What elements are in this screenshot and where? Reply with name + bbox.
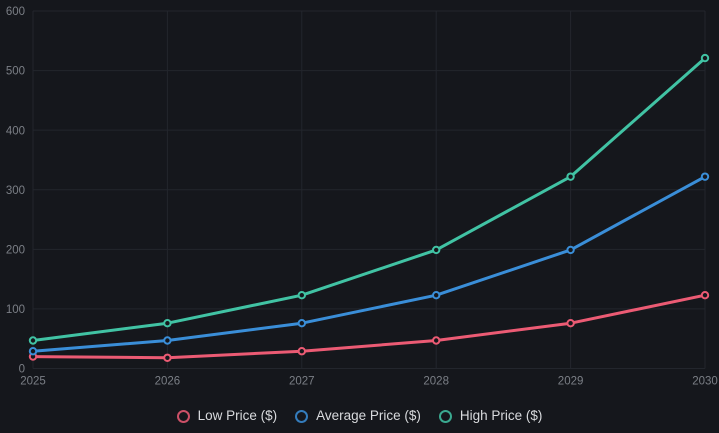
legend-marker-icon bbox=[438, 409, 452, 423]
legend-item-low-price[interactable]: Low Price ($) bbox=[176, 408, 278, 424]
legend-label: High Price ($) bbox=[459, 408, 543, 424]
data-point-average-price-2029[interactable] bbox=[566, 245, 575, 255]
data-point-average-price-2030[interactable] bbox=[700, 172, 710, 181]
y-tick-label: 100 bbox=[6, 304, 25, 316]
legend-item-average-price[interactable]: Average Price ($) bbox=[295, 409, 421, 423]
legend-label: Average Price ($) bbox=[316, 408, 421, 424]
data-point-high-price-2029[interactable] bbox=[566, 172, 575, 181]
y-tick-label: 600 bbox=[6, 6, 25, 18]
legend-marker-icon bbox=[295, 409, 309, 423]
data-point-average-price-2025[interactable] bbox=[28, 347, 38, 356]
chart-legend: Low Price ($) Average Price ($) High Price… bbox=[0, 403, 719, 429]
data-point-high-price-2030[interactable] bbox=[700, 53, 710, 63]
series-line-average-price bbox=[31, 175, 707, 353]
data-point-average-price-2028[interactable] bbox=[432, 291, 441, 300]
y-tick-label: 0 bbox=[19, 364, 25, 376]
data-point-low-price-2028[interactable] bbox=[432, 336, 441, 345]
series-line-high-price bbox=[31, 56, 707, 342]
y-tick-label: 500 bbox=[6, 66, 25, 78]
y-tick-label: 400 bbox=[6, 125, 25, 137]
data-point-high-price-2025[interactable] bbox=[28, 336, 38, 345]
legend-item-high-price[interactable]: High Price ($) bbox=[438, 408, 543, 424]
x-tick-label: 2028 bbox=[423, 376, 449, 388]
data-point-low-price-2027[interactable] bbox=[297, 347, 306, 356]
data-point-low-price-2029[interactable] bbox=[566, 319, 575, 328]
x-tick-label: 2029 bbox=[558, 376, 584, 388]
legend-label: Low Price ($) bbox=[197, 408, 278, 424]
data-point-low-price-2030[interactable] bbox=[700, 291, 710, 300]
data-point-average-price-2027[interactable] bbox=[297, 319, 306, 328]
x-tick-label: 2025 bbox=[20, 376, 46, 388]
y-tick-label: 200 bbox=[6, 244, 25, 256]
data-point-high-price-2028[interactable] bbox=[432, 245, 441, 255]
x-tick-label: 2027 bbox=[289, 376, 315, 388]
data-point-low-price-2026[interactable] bbox=[163, 353, 172, 362]
x-tick-label: 2030 bbox=[692, 376, 718, 388]
data-point-high-price-2027[interactable] bbox=[297, 291, 306, 300]
data-point-average-price-2026[interactable] bbox=[163, 336, 172, 345]
series-line-low-price bbox=[31, 293, 707, 360]
y-tick-label: 300 bbox=[6, 185, 25, 197]
legend-marker-icon bbox=[176, 409, 190, 423]
x-tick-label: 2026 bbox=[155, 376, 181, 388]
data-point-high-price-2026[interactable] bbox=[163, 319, 172, 328]
